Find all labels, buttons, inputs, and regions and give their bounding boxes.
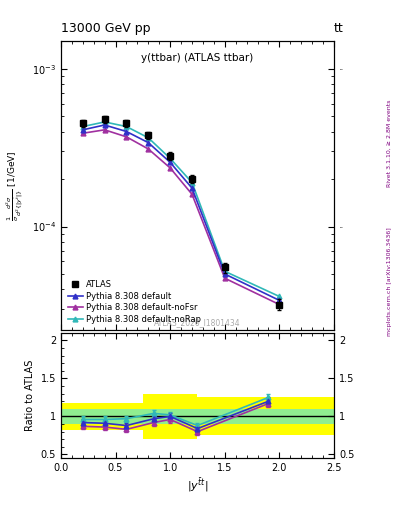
Text: 13000 GeV pp: 13000 GeV pp	[61, 22, 151, 35]
Legend: ATLAS, Pythia 8.308 default, Pythia 8.308 default-noFsr, Pythia 8.308 default-no: ATLAS, Pythia 8.308 default, Pythia 8.30…	[65, 278, 204, 326]
Text: tt: tt	[334, 22, 344, 35]
X-axis label: $|y^{\bar{t}t}|$: $|y^{\bar{t}t}|$	[187, 476, 208, 494]
Y-axis label: $\frac{1}{\sigma}\frac{d^2\sigma}{d^2\{|y^{\bar{t}}|\}}$ [1/GeV]: $\frac{1}{\sigma}\frac{d^2\sigma}{d^2\{|…	[5, 151, 26, 221]
Text: y(ttbar) (ATLAS ttbar): y(ttbar) (ATLAS ttbar)	[141, 53, 253, 62]
Text: ATLAS_2020_I1801434: ATLAS_2020_I1801434	[154, 318, 241, 327]
Y-axis label: Ratio to ATLAS: Ratio to ATLAS	[25, 360, 35, 431]
Text: Rivet 3.1.10, ≥ 2.8M events: Rivet 3.1.10, ≥ 2.8M events	[387, 100, 392, 187]
Text: mcplots.cern.ch [arXiv:1306.3436]: mcplots.cern.ch [arXiv:1306.3436]	[387, 227, 392, 336]
